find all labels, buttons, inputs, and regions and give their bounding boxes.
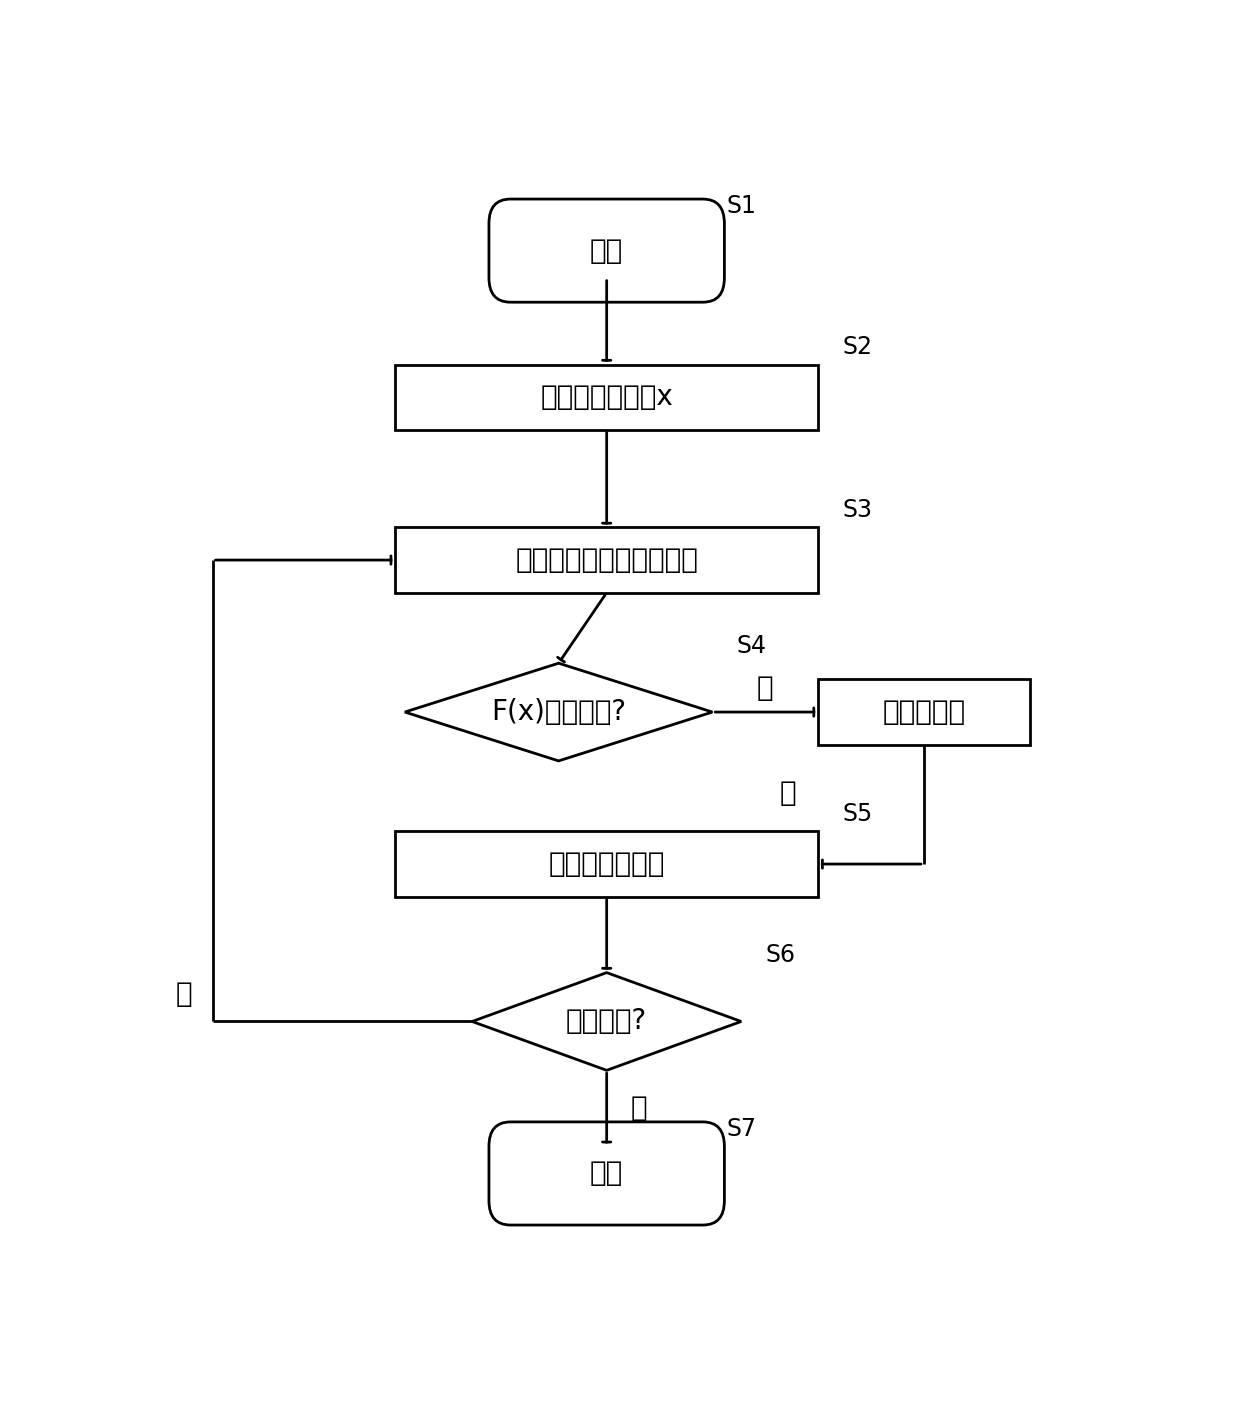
Text: 给定初始迭代点x: 给定初始迭代点x <box>541 384 673 412</box>
Text: S5: S5 <box>842 802 873 826</box>
Text: 搜索完毕?: 搜索完毕? <box>565 1008 647 1035</box>
Polygon shape <box>404 663 712 761</box>
Text: 结束: 结束 <box>590 1159 624 1187</box>
Text: S4: S4 <box>737 633 766 657</box>
Text: S2: S2 <box>842 336 872 360</box>
Text: F(x)当前最优?: F(x)当前最优? <box>491 698 626 726</box>
Text: 更新最优解: 更新最优解 <box>882 698 966 726</box>
Text: 否: 否 <box>780 780 796 808</box>
Bar <box>818 680 1029 744</box>
Text: 否: 否 <box>176 980 192 1008</box>
Text: 确定下一迭代点: 确定下一迭代点 <box>548 850 665 878</box>
Text: 开始: 开始 <box>590 237 624 265</box>
Text: 计算目标函数值和灵敏度: 计算目标函数值和灵敏度 <box>516 546 698 574</box>
Text: 是: 是 <box>756 674 774 702</box>
Text: S6: S6 <box>765 943 795 967</box>
FancyBboxPatch shape <box>489 199 724 302</box>
Text: S7: S7 <box>727 1117 756 1141</box>
Text: S3: S3 <box>842 498 872 522</box>
Text: 是: 是 <box>631 1094 647 1122</box>
Bar <box>396 832 818 897</box>
Polygon shape <box>472 973 742 1070</box>
Text: S1: S1 <box>727 195 756 219</box>
FancyBboxPatch shape <box>489 1122 724 1225</box>
Bar <box>396 527 818 592</box>
Bar <box>396 365 818 430</box>
